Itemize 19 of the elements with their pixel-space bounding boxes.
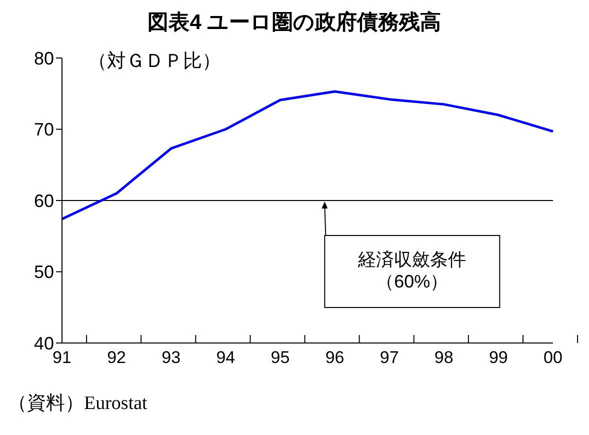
- y-tick-label: 70: [34, 120, 54, 140]
- x-tick-label: 00: [544, 348, 562, 367]
- x-tick-label: 93: [162, 348, 181, 367]
- y-tick-label: 80: [34, 48, 54, 68]
- x-tick-label: 95: [270, 348, 290, 367]
- y-tick-label: 60: [34, 190, 54, 211]
- x-tick-label: 96: [325, 348, 344, 367]
- x-tick-label: 98: [434, 348, 454, 367]
- x-tick-label: 94: [216, 348, 236, 367]
- y-tick-label: 40: [34, 333, 54, 354]
- chart-title: 図表4 ユーロ圏の政府債務残高: [146, 10, 442, 36]
- x-tick-label: 99: [488, 348, 508, 367]
- x-tick-label: 92: [107, 348, 126, 367]
- x-tick-label: 91: [52, 348, 72, 367]
- x-tick-label: 97: [380, 348, 399, 367]
- y-tick-label: 50: [34, 262, 54, 282]
- ref-line-label: 経済収斂条件（60%）: [357, 250, 466, 292]
- y-axis-title: （対ＧＤＰ比）: [88, 50, 221, 74]
- text: （資料）Eurostat: [8, 392, 148, 416]
